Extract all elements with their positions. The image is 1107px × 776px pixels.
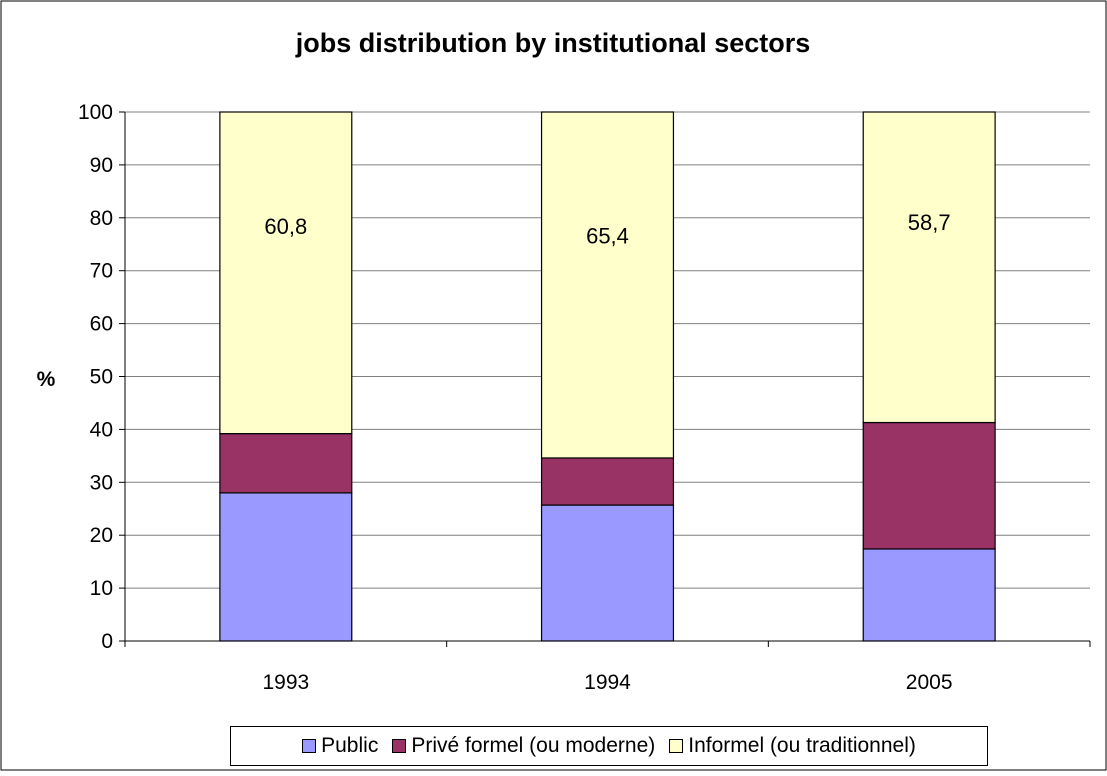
legend-swatch-informel xyxy=(669,739,684,753)
y-axis-label: % xyxy=(37,368,56,391)
y-tick-label: 50 xyxy=(90,366,113,389)
bar-segment-1994-1 xyxy=(540,457,675,506)
y-tick-label: 60 xyxy=(90,313,113,336)
data-label-2005: 58,7 xyxy=(908,210,951,235)
y-tick-label: 90 xyxy=(90,154,113,177)
x-tick-label-1993: 1993 xyxy=(262,671,309,694)
legend-item-public: Public xyxy=(302,734,378,758)
bar-segment-1993-2 xyxy=(219,111,353,435)
bar-segment-2005-0 xyxy=(862,548,996,642)
x-tick-label-1994: 1994 xyxy=(584,671,631,694)
y-tick-label: 30 xyxy=(90,471,113,494)
legend-label-public: Public xyxy=(321,734,379,757)
bar-segment-1993-1 xyxy=(219,433,353,494)
bar-segment-2005-1 xyxy=(862,421,996,550)
legend-swatch-public xyxy=(302,739,317,753)
bar-segment-2005-2 xyxy=(862,111,996,424)
bar-segment-1994-2 xyxy=(540,111,675,459)
y-tick-label: 100 xyxy=(78,101,113,124)
legend-item-prive-formel: Privé formel (ou moderne) xyxy=(392,734,655,758)
x-tick-label-2005: 2005 xyxy=(906,671,953,694)
bar-segment-1994-0 xyxy=(540,504,675,642)
legend-label-prive-formel: Privé formel (ou moderne) xyxy=(411,734,656,757)
y-tick-label: 0 xyxy=(101,630,113,653)
data-label-1993: 60,8 xyxy=(264,214,307,239)
chart-title: jobs distribution by institutional secto… xyxy=(295,28,811,58)
data-label-1994: 65,4 xyxy=(586,223,629,248)
legend: Public Privé formel (ou moderne) Informe… xyxy=(230,726,988,766)
y-tick-label: 10 xyxy=(90,577,113,600)
y-tick-label: 80 xyxy=(90,207,113,230)
legend-swatch-prive-formel xyxy=(392,739,407,753)
y-tick-label: 70 xyxy=(90,260,113,283)
y-tick-label: 20 xyxy=(90,524,113,547)
legend-item-informel: Informel (ou traditionnel) xyxy=(669,734,916,758)
bar-segment-1993-0 xyxy=(219,492,353,642)
legend-label-informel: Informel (ou traditionnel) xyxy=(688,734,916,757)
y-tick-label: 40 xyxy=(90,418,113,441)
